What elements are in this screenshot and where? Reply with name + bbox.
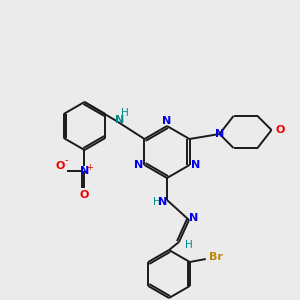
Text: N: N	[215, 129, 224, 139]
Text: H: H	[185, 240, 193, 250]
Text: O: O	[276, 125, 285, 135]
Text: Br: Br	[209, 252, 223, 262]
Text: N: N	[134, 160, 143, 170]
Text: N: N	[158, 197, 168, 207]
Text: N: N	[162, 116, 172, 126]
Text: +: +	[86, 163, 93, 172]
Text: H: H	[153, 197, 161, 207]
Text: N: N	[191, 160, 200, 170]
Text: H: H	[121, 108, 128, 118]
Text: O: O	[56, 161, 65, 171]
Text: N: N	[189, 213, 199, 223]
Text: -: -	[65, 155, 68, 165]
Text: O: O	[80, 190, 89, 200]
Text: N: N	[80, 166, 89, 176]
Text: N: N	[115, 115, 124, 125]
